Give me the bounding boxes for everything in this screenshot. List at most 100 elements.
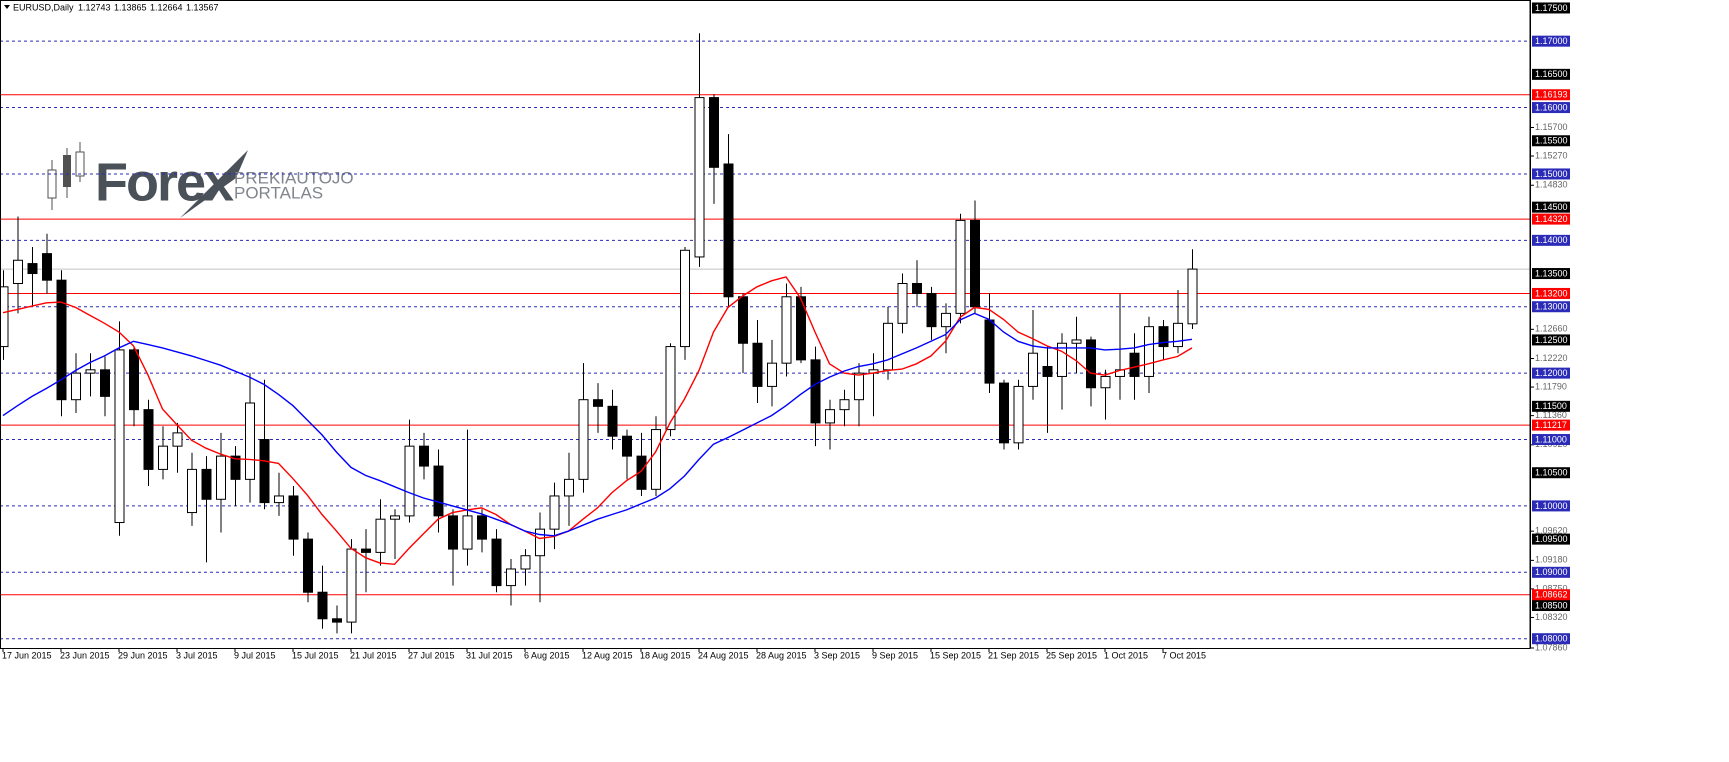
logo-candle xyxy=(63,155,71,187)
candle-body xyxy=(1100,375,1111,389)
x-tick-label: 9 Jul 2015 xyxy=(234,650,276,660)
x-tick-label: 21 Sep 2015 xyxy=(988,650,1039,660)
candle-body xyxy=(506,568,516,587)
candle-body xyxy=(1144,326,1154,377)
grid-label: 1.12000 xyxy=(1535,368,1568,378)
candle-body xyxy=(680,249,690,348)
candle-body xyxy=(1057,342,1067,377)
grid-label-box xyxy=(1532,367,1570,379)
candle-body xyxy=(651,429,661,490)
candle-body xyxy=(172,432,183,447)
candle-body xyxy=(477,515,487,540)
x-tick-label: 23 Jun 2015 xyxy=(60,650,110,660)
candle-body xyxy=(883,322,893,371)
candle-body xyxy=(274,495,284,504)
candle-body xyxy=(694,97,705,258)
candle-body xyxy=(622,435,632,457)
x-tick-label: 25 Sep 2015 xyxy=(1046,650,1097,660)
logo-line2: PORTALAS xyxy=(234,183,323,202)
logo-brand: Forex xyxy=(95,152,234,212)
candle-body xyxy=(999,382,1009,444)
mark-label-box xyxy=(1532,334,1570,346)
grid-label: 1.10000 xyxy=(1535,501,1568,511)
candle-body xyxy=(100,369,110,397)
candle-body xyxy=(56,279,67,401)
watermark: Forex PREKIAUTOJO PORTALAS xyxy=(47,142,354,218)
candle-body xyxy=(201,468,212,500)
candle-body xyxy=(332,618,342,623)
menu-arrow xyxy=(4,5,10,9)
candle-body xyxy=(114,349,125,524)
x-tick-label: 15 Jul 2015 xyxy=(292,650,339,660)
candle-body xyxy=(767,362,777,387)
candle-body xyxy=(129,349,139,411)
candle-body xyxy=(970,219,980,308)
grid-label-box xyxy=(1532,566,1570,578)
mark-label-box xyxy=(1532,600,1570,612)
candle-body xyxy=(1013,385,1024,444)
candle-body xyxy=(839,399,850,411)
support-label-box xyxy=(1532,287,1570,299)
mark-label: 1.12500 xyxy=(1535,335,1568,345)
support-label-box xyxy=(1532,419,1570,431)
y-tick-label: 1.08750 xyxy=(1535,583,1568,593)
ma-line xyxy=(2,312,1193,537)
x-tick-label: 9 Sep 2015 xyxy=(872,650,918,660)
y-tick-label: 1.09180 xyxy=(1535,555,1568,565)
y-tick-label: 1.12220 xyxy=(1535,353,1568,363)
grid-label: 1.08000 xyxy=(1535,634,1568,644)
candle-body xyxy=(723,163,734,298)
x-tick-label: 7 Oct 2015 xyxy=(1162,650,1206,660)
logo-candle xyxy=(75,151,85,177)
candle-body xyxy=(1028,352,1038,387)
mark-label-box xyxy=(1532,135,1570,147)
support-label: 1.11217 xyxy=(1535,420,1567,430)
x-tick-label: 31 Jul 2015 xyxy=(466,650,513,660)
candle-body xyxy=(709,97,719,168)
grid-label: 1.11000 xyxy=(1535,434,1567,444)
grid-label-box xyxy=(1532,500,1570,512)
candle-body xyxy=(796,296,806,361)
grid-label: 1.15000 xyxy=(1535,169,1568,179)
support-label: 1.13200 xyxy=(1535,288,1568,298)
mark-label: 1.13500 xyxy=(1535,268,1568,278)
candle-body xyxy=(738,296,748,344)
grid-label: 1.16000 xyxy=(1535,102,1568,112)
x-tick-label: 29 Jun 2015 xyxy=(118,650,168,660)
candle-body xyxy=(143,409,154,470)
grid-label-box xyxy=(1532,301,1570,313)
candle-body xyxy=(1086,339,1096,389)
grid-label: 1.17000 xyxy=(1535,36,1568,46)
mark-label-box xyxy=(1532,467,1570,479)
candle-body xyxy=(665,346,676,431)
candle-body xyxy=(1042,365,1053,377)
candle-body xyxy=(230,455,241,480)
header-high: 1.13865 xyxy=(114,2,147,12)
candle-body xyxy=(636,455,647,490)
candle-body xyxy=(593,399,603,407)
candle-body xyxy=(158,445,168,470)
candle-body xyxy=(926,292,937,328)
y-tick-label: 1.12660 xyxy=(1535,324,1568,334)
candle-body xyxy=(288,495,299,540)
candle-body xyxy=(404,445,415,517)
candle-body xyxy=(897,283,908,324)
candle-body xyxy=(825,409,835,424)
candle-body xyxy=(85,369,96,374)
support-label: 1.08662 xyxy=(1535,590,1568,600)
y-tick-label: 1.09620 xyxy=(1535,526,1568,536)
candle-body xyxy=(1071,339,1082,344)
candle-body xyxy=(27,263,38,275)
candle-body xyxy=(535,528,545,557)
candle-body xyxy=(462,515,473,550)
mark-label: 1.10500 xyxy=(1535,468,1568,478)
header-close: 1.13567 xyxy=(186,2,219,12)
mark-label-box xyxy=(1532,2,1570,14)
candle-body xyxy=(1158,326,1169,348)
candle-body xyxy=(1129,352,1140,377)
candle-body xyxy=(854,372,864,401)
candle-body xyxy=(984,319,995,384)
mark-label: 1.09500 xyxy=(1535,534,1568,544)
grid-label: 1.09000 xyxy=(1535,567,1568,577)
mark-label-box xyxy=(1532,533,1570,545)
